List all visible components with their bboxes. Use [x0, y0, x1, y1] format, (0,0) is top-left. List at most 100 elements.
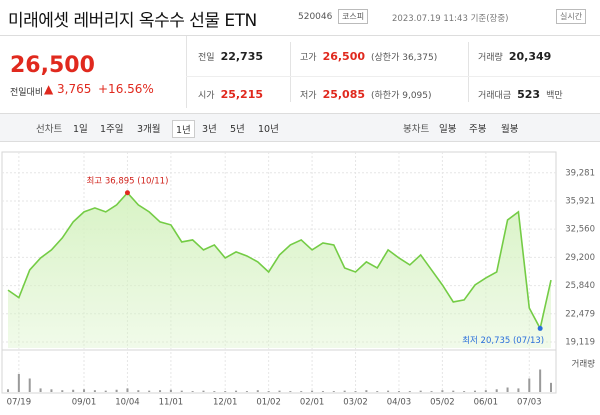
stat-value: 25,085: [322, 88, 366, 101]
x-tick-label: 09/01: [72, 398, 97, 408]
x-tick-label: 07/19: [7, 398, 32, 408]
stat-note: (하한가 9,095): [371, 91, 432, 101]
tab-heading: 봉차트: [403, 124, 430, 135]
x-tick-label: 05/02: [430, 398, 455, 408]
y-tick-label: 35,921: [565, 196, 595, 206]
volume-bar: [300, 391, 303, 392]
change-label: 전일대비: [10, 88, 44, 98]
volume-bar: [159, 390, 162, 392]
volume-bar: [365, 390, 368, 392]
volume-bar: [224, 391, 227, 392]
live-badge[interactable]: 실시간: [556, 9, 587, 24]
candle-tab[interactable]: 월봉: [501, 124, 519, 135]
volume-bar: [83, 389, 86, 392]
candle-tab[interactable]: 일봉: [439, 124, 457, 135]
volume-bar: [180, 390, 183, 392]
period-tab[interactable]: 3년: [202, 124, 217, 135]
volume-bar: [528, 378, 531, 392]
stock-code: 520046: [298, 12, 333, 22]
x-tick-label: 06/01: [474, 398, 499, 408]
volume-bar: [376, 391, 379, 392]
volume-bar: [408, 391, 411, 392]
period-tab[interactable]: 10년: [258, 124, 279, 135]
stat-value: 22,735: [220, 50, 264, 63]
x-tick-label: 10/04: [115, 398, 140, 408]
period-tab[interactable]: 1주일: [100, 124, 124, 135]
tab-heading: 선차트: [36, 124, 63, 135]
y-tick-label: 22,479: [565, 309, 595, 319]
volume-bar: [550, 382, 552, 392]
volume-bar: [245, 391, 248, 392]
stat-label: 거래대금: [478, 91, 512, 101]
volume-bar: [17, 374, 20, 392]
volume-bar: [72, 389, 75, 392]
candle-tab[interactable]: 주봉: [469, 124, 487, 135]
volume-bar: [115, 389, 118, 392]
change: 3,765: [57, 82, 92, 96]
volume-bar: [267, 391, 270, 392]
y-tick-label: 19,119: [565, 338, 595, 348]
change-rate: +16.56%: [98, 82, 154, 96]
stat-label: 거래량: [478, 53, 503, 63]
stat: 전일 22,735: [198, 50, 263, 63]
stat: 거래대금 523 백만: [478, 88, 563, 101]
volume-bar: [39, 388, 42, 392]
x-tick-label: 12/01: [213, 398, 238, 408]
period-tab[interactable]: 1일: [73, 124, 88, 135]
volume-bar: [191, 391, 194, 392]
stat: 고가 26,500 (상한가 36,375): [300, 50, 437, 63]
low-annotation: 최저 20,735 (07/13): [462, 335, 544, 346]
volume-bar: [387, 390, 390, 392]
volume-bar: [256, 390, 259, 392]
volume-bar: [93, 390, 96, 392]
period-tab[interactable]: 5년: [230, 124, 245, 135]
divider: [0, 35, 600, 36]
volume-bar: [397, 391, 400, 392]
timestamp: 2023.07.19 11:43 기준(장중): [392, 14, 509, 24]
volume-bar: [7, 389, 9, 392]
volume-bar: [495, 389, 498, 392]
period-tab[interactable]: 1년: [172, 120, 195, 138]
x-tick-label: 03/02: [343, 398, 368, 408]
volume-bar: [506, 387, 509, 392]
stat-value: 523: [517, 88, 541, 101]
up-arrow: ▲: [44, 82, 54, 96]
x-tick-label: 04/03: [387, 398, 412, 408]
volume-bar: [311, 390, 314, 392]
price-line: [7, 191, 552, 331]
stat-value: 26,500: [322, 50, 366, 63]
volume-bar: [452, 390, 455, 392]
stat-label: 전일: [198, 53, 215, 63]
low-marker: [537, 325, 543, 331]
chart-frame: [1, 151, 557, 394]
volume-bar: [354, 391, 357, 392]
stat-value: 20,349: [508, 50, 552, 63]
volume-bar: [126, 388, 129, 392]
title: 미래에셋 레버리지 옥수수 선물 ETN: [8, 11, 257, 31]
volume-bar: [61, 390, 64, 392]
divider: [468, 42, 469, 102]
volume-bar: [28, 378, 31, 392]
stat-note: 백만: [546, 91, 563, 101]
volume-bar: [235, 390, 238, 392]
y-tick-label: 25,840: [565, 281, 595, 291]
stat-note: (상한가 36,375): [371, 53, 438, 63]
stat: 거래량 20,349: [478, 50, 551, 63]
period-tab[interactable]: 3개월: [137, 124, 161, 135]
high-marker: [124, 190, 130, 196]
volume-bar: [321, 391, 324, 392]
x-tick-label: 01/02: [256, 398, 281, 408]
volume-bar: [343, 390, 346, 392]
high-annotation: 최고 36,895 (10/11): [86, 175, 168, 186]
x-tick-label: 02/01: [300, 398, 325, 408]
stat: 저가 25,085 (하한가 9,095): [300, 88, 432, 101]
volume-bar: [137, 390, 140, 392]
price: 26,500: [10, 53, 95, 78]
volume-bar: [463, 391, 466, 392]
tab-bar: [0, 113, 600, 142]
y-tick-label: 29,200: [565, 253, 595, 263]
volume-bar: [50, 389, 53, 392]
stat: 시가 25,215: [198, 88, 263, 101]
stat-value: 25,215: [220, 88, 264, 101]
